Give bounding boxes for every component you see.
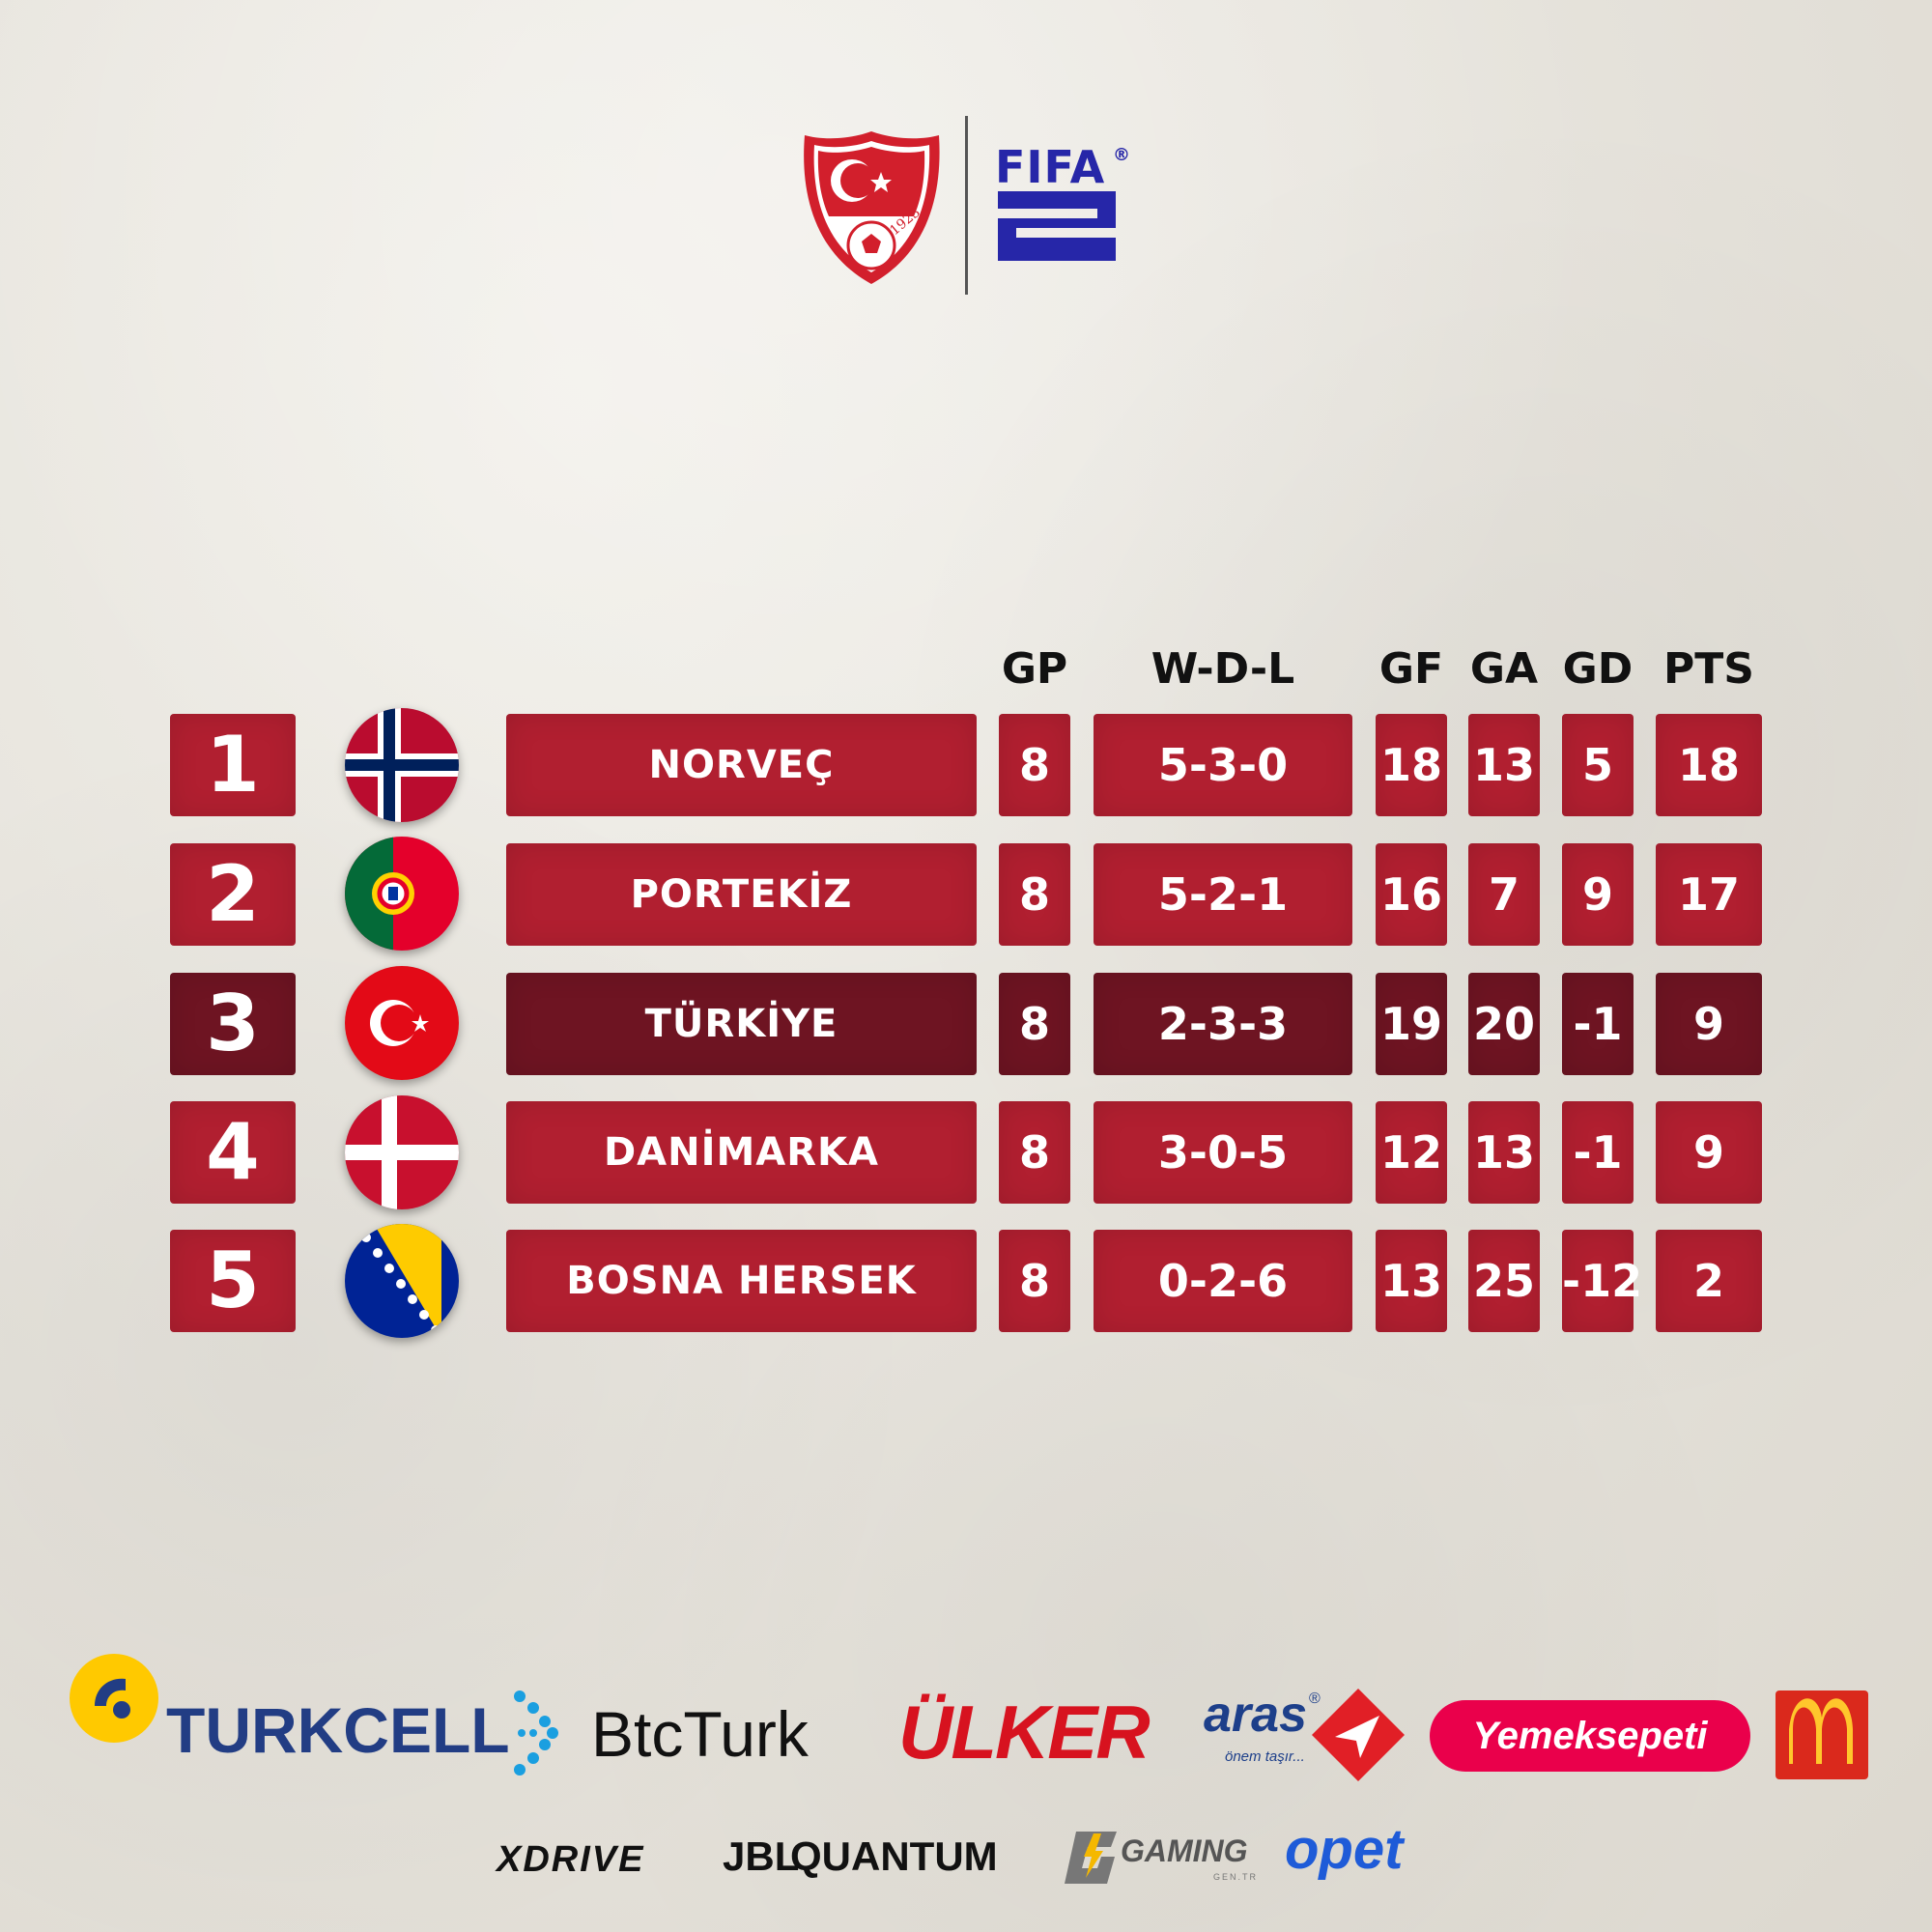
gp-cell: 8 bbox=[999, 843, 1070, 946]
wdl-cell: 0-2-6 bbox=[1094, 1230, 1352, 1332]
norway-flag-icon bbox=[345, 708, 459, 822]
gd-cell: -1 bbox=[1562, 973, 1634, 1075]
ga-cell: 25 bbox=[1468, 1230, 1540, 1332]
denmark-flag-icon bbox=[345, 1095, 459, 1209]
column-header-pts: PTS bbox=[1663, 644, 1754, 694]
ga-cell: 20 bbox=[1468, 973, 1540, 1075]
gaming-domain: GEN.TR bbox=[1213, 1872, 1259, 1882]
ga-cell: 7 bbox=[1468, 843, 1540, 946]
gf-cell: 13 bbox=[1376, 1230, 1447, 1332]
quantum-logo: QUANTUM bbox=[790, 1833, 998, 1879]
gp-cell: 8 bbox=[999, 1101, 1070, 1204]
yemeksepeti-logo: Yemeksepeti bbox=[1430, 1700, 1750, 1772]
bosnia-flag-icon bbox=[345, 1224, 459, 1338]
gf-cell: 18 bbox=[1376, 714, 1447, 816]
gd-cell: -1 bbox=[1562, 1101, 1634, 1204]
header-divider bbox=[965, 116, 968, 295]
gp-cell: 8 bbox=[999, 1230, 1070, 1332]
aras-tagline: önem taşır... bbox=[1225, 1748, 1305, 1765]
gp-cell: 8 bbox=[999, 714, 1070, 816]
wdl-cell: 3-0-5 bbox=[1094, 1101, 1352, 1204]
mcdonalds-arches-icon bbox=[1776, 1690, 1868, 1779]
tff-crest-icon: 1923 bbox=[802, 128, 942, 287]
aras-arrow-icon bbox=[1310, 1687, 1406, 1783]
gf-cell: 16 bbox=[1376, 843, 1447, 946]
fifa-registered-mark: ® bbox=[1113, 145, 1130, 165]
gf-cell: 19 bbox=[1376, 973, 1447, 1075]
wdl-cell: 5-2-1 bbox=[1094, 843, 1352, 946]
aras-registered-mark: ® bbox=[1309, 1690, 1321, 1707]
pts-cell: 9 bbox=[1656, 973, 1762, 1075]
rank-cell: 4 bbox=[170, 1101, 296, 1204]
rank-cell: 2 bbox=[170, 843, 296, 946]
column-header-ga: GA bbox=[1469, 644, 1539, 694]
portugal-flag-icon bbox=[345, 837, 459, 951]
ga-cell: 13 bbox=[1468, 714, 1540, 816]
wdl-cell: 5-3-0 bbox=[1094, 714, 1352, 816]
team-name-cell: PORTEKİZ bbox=[506, 843, 977, 946]
gd-cell: 9 bbox=[1562, 843, 1634, 946]
rank-cell: 3 bbox=[170, 973, 296, 1075]
wdl-cell: 2-3-3 bbox=[1094, 973, 1352, 1075]
gaming-logo: GAMING bbox=[1121, 1833, 1248, 1868]
pts-cell: 18 bbox=[1656, 714, 1762, 816]
pts-cell: 2 bbox=[1656, 1230, 1762, 1332]
gaming-logo-icon bbox=[1059, 1828, 1119, 1888]
btcturk-logo: BtcTurk bbox=[591, 1698, 809, 1770]
rank-cell: 5 bbox=[170, 1230, 296, 1332]
gf-cell: 12 bbox=[1376, 1101, 1447, 1204]
gd-cell: 5 bbox=[1562, 714, 1634, 816]
gp-cell: 8 bbox=[999, 973, 1070, 1075]
team-name-cell: BOSNA HERSEK bbox=[506, 1230, 977, 1332]
turkcell-logo: TURKCELL bbox=[166, 1694, 510, 1766]
team-name-cell: NORVEÇ bbox=[506, 714, 977, 816]
fifa-label: FIFA bbox=[995, 141, 1106, 193]
column-header-gf: GF bbox=[1378, 644, 1444, 694]
turkcell-logo-icon bbox=[66, 1650, 162, 1747]
column-header-gp: GP bbox=[1001, 644, 1068, 694]
team-name-cell: DANİMARKA bbox=[506, 1101, 977, 1204]
pts-cell: 17 bbox=[1656, 843, 1762, 946]
pts-cell: 9 bbox=[1656, 1101, 1762, 1204]
ga-cell: 13 bbox=[1468, 1101, 1540, 1204]
column-header-wdl: W-D-L bbox=[1151, 644, 1295, 694]
rank-cell: 1 bbox=[170, 714, 296, 816]
turkey-flag-icon bbox=[345, 966, 459, 1080]
aras-logo: aras bbox=[1204, 1687, 1307, 1743]
btcturk-logo-icon bbox=[510, 1689, 568, 1777]
gd-cell: -12 bbox=[1562, 1230, 1642, 1332]
fifa-game-logo-icon bbox=[995, 145, 1130, 266]
opet-logo: opet bbox=[1285, 1818, 1404, 1881]
jbl-logo: JBL bbox=[723, 1833, 800, 1879]
ulker-logo: ÜLKER bbox=[898, 1690, 1151, 1775]
team-name-cell: TÜRKİYE bbox=[506, 973, 977, 1075]
column-header-gd: GD bbox=[1562, 644, 1634, 694]
xdrive-logo: XDRIVE bbox=[497, 1839, 645, 1880]
